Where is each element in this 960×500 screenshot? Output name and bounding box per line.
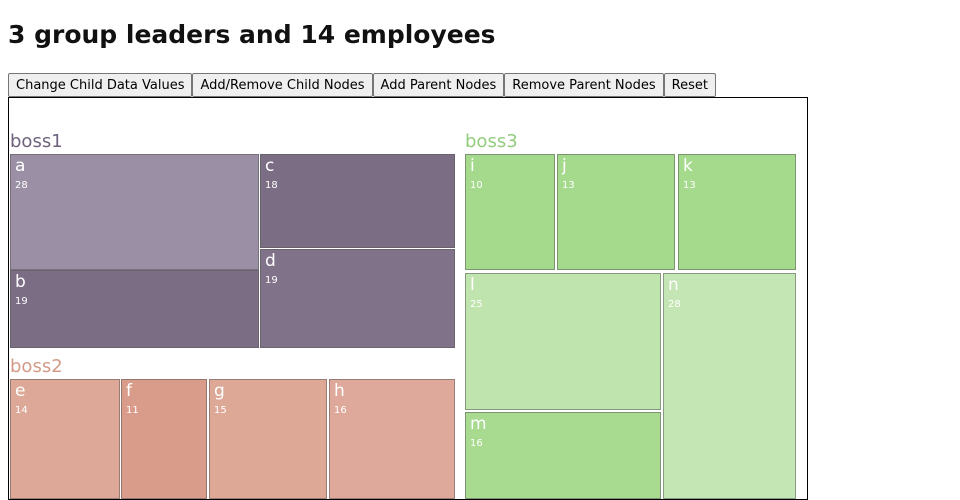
cell-name: a: [15, 156, 26, 176]
cell-name: k: [683, 156, 693, 176]
cell-value: 15: [214, 405, 227, 416]
treemap-cell-h: h 16: [329, 379, 455, 499]
treemap-canvas: boss1 a 28 b 19 c 18 d 19 boss2 e 14 f 11 g 15 h 16 boss3 i…: [8, 97, 808, 500]
treemap-cell-i: i 10: [465, 154, 555, 270]
cell-name: b: [15, 272, 26, 292]
cell-value: 10: [470, 180, 483, 191]
cell-name: f: [126, 381, 132, 401]
cell-name: g: [214, 381, 225, 401]
group-label-boss1: boss1: [10, 131, 63, 152]
treemap-cell-l: l 25: [465, 273, 661, 410]
treemap-cell-c: c 18: [260, 154, 455, 248]
treemap-cell-j: j 13: [557, 154, 675, 270]
cell-value: 19: [265, 275, 278, 286]
cell-name: j: [562, 156, 567, 176]
treemap-cell-g: g 15: [209, 379, 327, 499]
treemap-cell-f: f 11: [121, 379, 207, 499]
cell-value: 13: [683, 180, 696, 191]
cell-value: 19: [15, 296, 28, 307]
cell-name: m: [470, 414, 487, 434]
cell-value: 13: [562, 180, 575, 191]
cell-value: 28: [668, 299, 681, 310]
treemap-cell-b: b 19: [10, 270, 259, 348]
toolbar: Change Child Data Values Add/Remove Chil…: [8, 73, 716, 97]
group-label-boss2: boss2: [10, 356, 63, 377]
cell-value: 16: [470, 438, 483, 449]
cell-name: i: [470, 156, 475, 176]
treemap-cell-e: e 14: [10, 379, 120, 499]
cell-value: 16: [334, 405, 347, 416]
cell-value: 11: [126, 405, 139, 416]
cell-value: 18: [265, 180, 278, 191]
add-remove-child-nodes-button[interactable]: Add/Remove Child Nodes: [192, 73, 373, 97]
page-title: 3 group leaders and 14 employees: [8, 20, 496, 49]
group-label-boss3: boss3: [465, 131, 518, 152]
cell-value: 28: [15, 180, 28, 191]
cell-name: h: [334, 381, 345, 401]
cell-name: d: [265, 251, 276, 271]
cell-name: n: [668, 275, 679, 295]
remove-parent-nodes-button[interactable]: Remove Parent Nodes: [504, 73, 664, 97]
treemap-cell-n: n 28: [663, 273, 796, 499]
treemap-cell-k: k 13: [678, 154, 796, 270]
treemap-cell-m: m 16: [465, 412, 661, 499]
cell-value: 14: [15, 405, 28, 416]
cell-name: c: [265, 156, 275, 176]
cell-name: l: [470, 275, 475, 295]
change-child-data-values-button[interactable]: Change Child Data Values: [8, 73, 193, 97]
reset-button[interactable]: Reset: [663, 73, 716, 97]
cell-name: e: [15, 381, 26, 401]
add-parent-nodes-button[interactable]: Add Parent Nodes: [372, 73, 505, 97]
cell-value: 25: [470, 299, 483, 310]
treemap-cell-d: d 19: [260, 249, 455, 348]
treemap-cell-a: a 28: [10, 154, 259, 270]
